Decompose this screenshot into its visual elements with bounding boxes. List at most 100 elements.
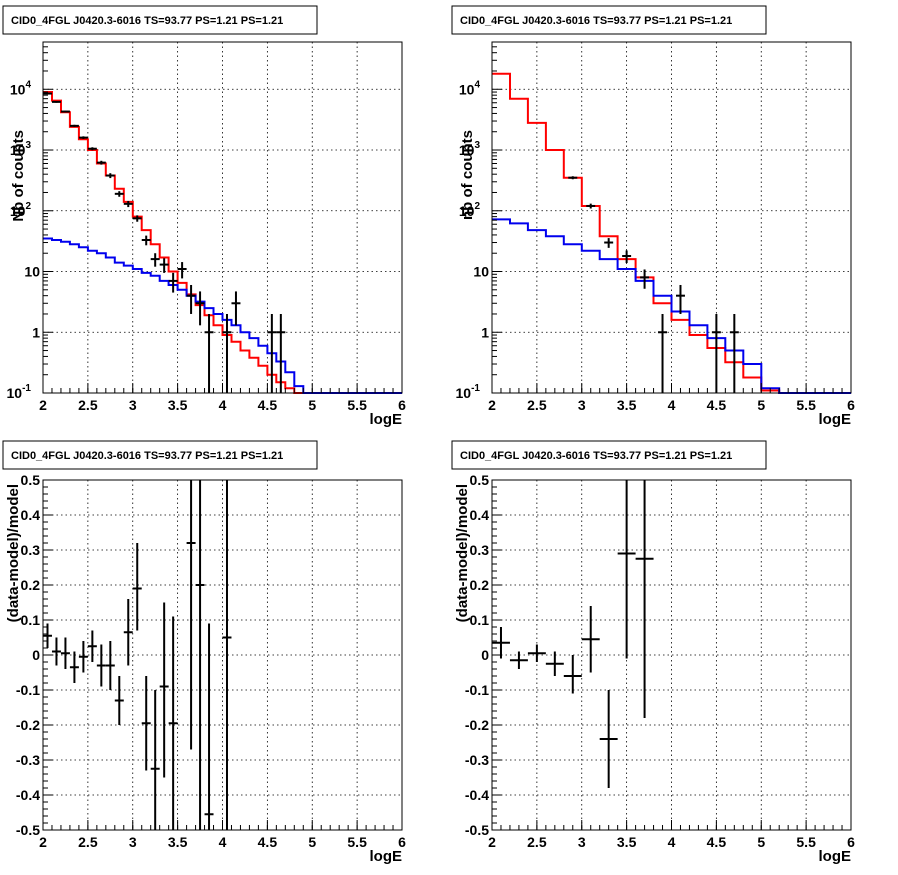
x-axis-title: logE <box>370 411 403 428</box>
data-point <box>51 100 61 103</box>
y-tick-label: 103 <box>10 140 32 158</box>
panel-title: CID0_4FGL J0420.3-6016 TS=93.77 PS=1.21 … <box>460 15 732 27</box>
data-point <box>141 235 151 246</box>
y-tick-label: -0.2 <box>16 717 40 733</box>
data-point <box>60 637 70 669</box>
plot-marks <box>492 72 851 394</box>
data-point <box>96 644 106 687</box>
counts-right-panel: CID0_4FGL J0420.3-6016 TS=93.77 PS=1.21 … <box>451 5 855 428</box>
y-tick-label: 1 <box>32 324 40 340</box>
data-point <box>568 176 578 180</box>
x-tick-label: 2.5 <box>78 397 98 413</box>
plot-frame <box>42 41 403 394</box>
x-tick-label: 4.5 <box>258 834 278 850</box>
data-point <box>195 480 205 830</box>
y-tick-label: 10-1 <box>456 383 481 401</box>
x-tick-label: 4 <box>668 397 676 413</box>
y-tick-label: 0.3 <box>470 542 490 558</box>
y-tick-label: -0.4 <box>465 787 489 803</box>
data-point <box>69 651 79 683</box>
x-tick-label: 4 <box>668 834 676 850</box>
y-tick-label: 0.1 <box>470 612 490 628</box>
data-point <box>168 616 178 830</box>
x-tick-label: 3 <box>578 397 586 413</box>
x-axis-title: logE <box>819 848 852 865</box>
axes: 2 2.5 3 3.5 4 4.5 5 5.5 6 10-1 1 10 102 103 104 <box>456 41 855 413</box>
data-point <box>617 480 636 659</box>
panel-title: CID0_4FGL J0420.3-6016 TS=93.77 PS=1.21 … <box>11 450 283 462</box>
plot-marks <box>43 480 232 830</box>
y-tick-label: 0.4 <box>470 507 490 523</box>
y-tick-label: 0.4 <box>21 507 41 523</box>
x-tick-label: 4.5 <box>258 397 278 413</box>
y-tick-label: 104 <box>459 79 481 97</box>
data-point <box>150 690 160 830</box>
data-point <box>545 651 564 676</box>
x-tick-label: 5.5 <box>347 397 367 413</box>
data-point <box>222 480 232 830</box>
y-tick-label: 0.5 <box>21 472 41 488</box>
x-tick-label: 3.5 <box>617 397 637 413</box>
x-tick-label: 6 <box>398 397 406 413</box>
data-point <box>168 272 178 293</box>
y-tick-label: 0 <box>32 647 40 663</box>
data-point <box>599 690 618 788</box>
x-tick-label: 4 <box>219 397 227 413</box>
title-box <box>451 5 767 35</box>
x-tick-label: 3 <box>129 397 137 413</box>
data-point <box>267 313 277 393</box>
plot-frame <box>491 479 852 831</box>
grid-lines <box>491 42 852 394</box>
x-tick-label: 2.5 <box>527 397 547 413</box>
x-tick-label: 2 <box>488 834 496 850</box>
background-model-histogram <box>43 237 402 394</box>
data-point <box>114 191 124 197</box>
data-point <box>635 480 654 718</box>
y-axis-title: (data-model)/model <box>454 484 471 622</box>
data-point <box>132 215 142 222</box>
y-axis-title: nb of counts <box>459 130 476 220</box>
title-box <box>2 440 318 470</box>
data-point <box>186 480 196 750</box>
data-point <box>195 291 205 326</box>
x-tick-label: 6 <box>847 834 855 850</box>
y-tick-label: -0.3 <box>465 752 489 768</box>
plot-frame <box>491 41 852 394</box>
axes: 2 2.5 3 3.5 4 4.5 5 5.5 6 10-1 1 10 102 103 104 <box>7 41 406 413</box>
data-point <box>51 637 61 666</box>
counts-left-panel: CID0_4FGL J0420.3-6016 TS=93.77 PS=1.21 … <box>2 5 406 428</box>
data-point <box>60 110 70 113</box>
x-axis-title: logE <box>370 848 403 865</box>
x-tick-label: 3.5 <box>168 834 188 850</box>
data-point <box>186 284 196 314</box>
data-point <box>563 655 582 694</box>
data-point <box>159 258 169 273</box>
grid-lines <box>42 42 403 394</box>
y-axis-title: Nb of counts <box>10 130 27 222</box>
data-point <box>78 136 88 139</box>
y-tick-label: 0.3 <box>21 542 41 558</box>
data-point <box>78 641 88 673</box>
title-box <box>2 5 318 35</box>
x-tick-label: 5 <box>308 834 316 850</box>
data-point <box>123 599 133 666</box>
y-axis-title: (data-model)/model <box>5 484 22 622</box>
grid-lines <box>42 479 403 831</box>
data-point <box>675 284 685 314</box>
x-tick-label: 4 <box>219 834 227 850</box>
data-point <box>159 602 169 778</box>
y-tick-label: 10-1 <box>7 383 32 401</box>
x-tick-label: 3 <box>578 834 586 850</box>
data-point <box>204 313 214 393</box>
data-point <box>527 644 546 662</box>
x-tick-label: 5 <box>757 834 765 850</box>
y-tick-label: 0.2 <box>470 577 490 593</box>
data-point <box>105 641 115 690</box>
data-point <box>87 147 97 151</box>
residual-right-panel: CID0_4FGL J0420.3-6016 TS=93.77 PS=1.21 … <box>451 440 855 865</box>
y-tick-label: 104 <box>10 79 32 97</box>
axes: 2 2.5 3 3.5 4 4.5 5 5.5 6 -0.5 -0.4 -0.3 -0.2 -0.1 0 0.… <box>16 472 406 850</box>
y-tick-label: -0.5 <box>16 822 40 838</box>
y-tick-label: 0.1 <box>21 612 41 628</box>
x-tick-label: 5.5 <box>347 834 367 850</box>
